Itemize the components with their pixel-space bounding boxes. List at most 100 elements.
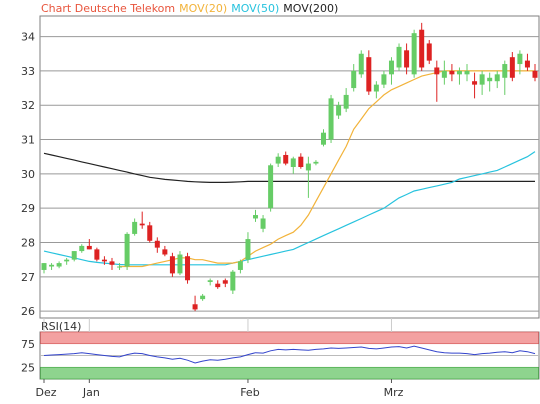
rsi-zones [40, 331, 539, 380]
candle-body [101, 259, 107, 262]
candle [381, 70, 387, 89]
candle-body [139, 223, 145, 226]
candle-body [237, 261, 243, 270]
candle-body [441, 70, 447, 78]
candle [154, 237, 160, 253]
candle-body [419, 29, 425, 68]
candle-body [456, 70, 462, 75]
price-panel-frame [39, 15, 540, 319]
candle [230, 269, 236, 294]
rsi-title: RSI(14) [41, 320, 81, 333]
candle-body [494, 74, 500, 82]
candle [64, 257, 70, 265]
candle-body [169, 256, 175, 274]
x-axis: Dez Jan Feb Mrz [35, 318, 404, 399]
price-y-tick-label: 31 [21, 134, 35, 147]
candle [366, 50, 372, 95]
candle [245, 232, 251, 264]
candle-body [71, 251, 77, 260]
candle-body [396, 46, 402, 68]
candle-body [426, 43, 432, 61]
rsi-y-axis: 75 25 [21, 338, 35, 375]
candle [532, 64, 538, 82]
candle-body [147, 225, 153, 241]
candle [396, 43, 402, 71]
candle-body [320, 132, 326, 145]
legend-mov200: MOV(200) [283, 2, 338, 15]
candle-body [109, 261, 115, 265]
candle-body [230, 271, 236, 291]
candle-body [86, 245, 92, 250]
candle-body [154, 240, 160, 248]
candle [200, 293, 206, 301]
candle-body [343, 94, 349, 109]
candle-body [434, 67, 440, 75]
candle-body [222, 280, 228, 284]
candle [268, 163, 274, 212]
candle-body [79, 245, 85, 252]
candle [117, 263, 123, 270]
candle [343, 88, 349, 113]
candle-body [464, 70, 470, 75]
candle [162, 245, 168, 257]
candle-body [313, 161, 319, 164]
candle-body [305, 163, 311, 171]
price-panel: 26 27 28 29 30 31 32 33 34 [21, 15, 540, 319]
candle [260, 215, 266, 233]
candle [336, 101, 342, 119]
price-grid [40, 36, 539, 312]
candle [464, 64, 470, 82]
chart-title: Chart Deutsche Telekom [41, 2, 175, 15]
candle-body [207, 280, 213, 282]
candle-body [185, 256, 191, 281]
price-y-tick-label: 27 [21, 271, 35, 284]
candle-body [381, 74, 387, 85]
candle-body [358, 53, 364, 75]
candle [358, 50, 364, 78]
candle [517, 50, 523, 75]
candle-body [388, 60, 394, 75]
candle [313, 160, 319, 166]
rsi-line [43, 345, 536, 364]
candle-body [404, 50, 410, 68]
candle [456, 67, 462, 85]
candle-body [245, 239, 251, 260]
candle-body [132, 221, 138, 234]
candle [185, 252, 191, 284]
x-tick-label: Jan [82, 386, 100, 399]
price-y-tick-label: 32 [21, 99, 35, 112]
candle [509, 52, 515, 82]
candle [426, 40, 432, 65]
x-tick-label: Mrz [384, 386, 404, 399]
candle-body [517, 53, 523, 65]
candlestick-layer [41, 22, 538, 312]
candle-body [487, 77, 493, 82]
candle [320, 129, 326, 147]
candle [86, 239, 92, 250]
candle-body [275, 156, 281, 164]
legend-mov50: MOV(50) [231, 2, 279, 15]
candle [207, 278, 213, 286]
candle [524, 53, 530, 71]
candle [147, 221, 153, 243]
price-y-axis: 26 27 28 29 30 31 32 33 34 [21, 31, 35, 319]
candle [487, 72, 493, 92]
candle [222, 278, 228, 288]
candle-body [509, 57, 515, 78]
rsi-y-tick-label: 75 [21, 338, 35, 351]
candle-body [253, 215, 259, 219]
candle [305, 156, 311, 198]
candle [132, 218, 138, 236]
candle [449, 64, 455, 82]
candle [275, 153, 281, 167]
candle-body [124, 233, 130, 267]
price-y-tick-label: 30 [21, 168, 35, 181]
candle [192, 295, 198, 312]
x-tick-label: Dez [35, 386, 56, 399]
candle [109, 257, 115, 270]
candle-body [449, 70, 455, 75]
candle-body [502, 64, 508, 78]
candle [169, 252, 175, 277]
candle-body [328, 98, 334, 140]
candle [494, 70, 500, 89]
